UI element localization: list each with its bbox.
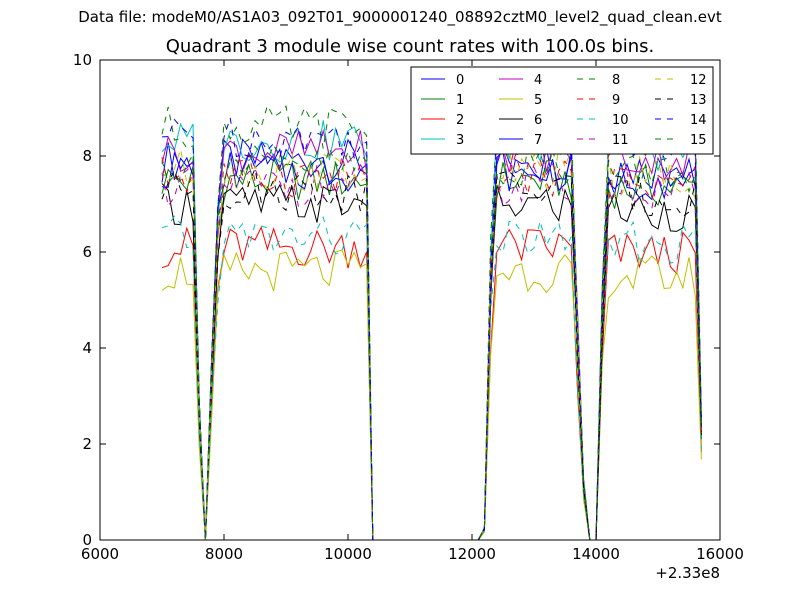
legend-label-10: 10 — [612, 113, 629, 128]
series-line-7 — [161, 148, 702, 541]
series-line-2 — [161, 226, 702, 541]
legend-label-4: 4 — [534, 73, 542, 88]
x-axis-offset-label: +2.33e8 — [655, 564, 720, 582]
series-line-9 — [161, 153, 702, 541]
x-tick-label: 8000 — [205, 545, 243, 563]
x-tick-label: 16000 — [696, 545, 744, 563]
legend-label-1: 1 — [456, 93, 464, 108]
legend-label-6: 6 — [534, 113, 542, 128]
legend-label-15: 15 — [690, 133, 707, 148]
legend-box — [410, 66, 714, 155]
series-line-15 — [161, 144, 702, 541]
y-tick-label: 8 — [82, 147, 92, 165]
legend-label-3: 3 — [456, 133, 464, 148]
series-line-10 — [161, 215, 702, 541]
legend-label-13: 13 — [690, 93, 707, 108]
legend-label-2: 2 — [456, 113, 464, 128]
y-tick-label: 6 — [82, 243, 92, 261]
series-line-6 — [161, 183, 702, 541]
series-line-0 — [161, 138, 702, 541]
y-tick-label: 2 — [82, 435, 92, 453]
figure-suptitle: Data file: modeM0/AS1A03_092T01_90000012… — [78, 8, 722, 26]
y-tick-label: 0 — [82, 531, 92, 549]
legend-label-5: 5 — [534, 93, 542, 108]
series-line-5 — [161, 249, 702, 541]
series-line-4 — [161, 128, 702, 541]
legend-label-8: 8 — [612, 73, 620, 88]
chart-title: Quadrant 3 module wise count rates with … — [165, 36, 655, 57]
legend-label-9: 9 — [612, 93, 620, 108]
series-line-12 — [161, 147, 702, 541]
series-line-11 — [161, 162, 702, 541]
y-tick-label: 4 — [82, 339, 92, 357]
plot-frame — [99, 59, 721, 541]
legend-label-12: 12 — [690, 73, 707, 88]
x-tick-label: 10000 — [324, 545, 372, 563]
series-line-13 — [161, 167, 702, 541]
legend-label-14: 14 — [690, 113, 707, 128]
x-tick-label: 14000 — [572, 545, 620, 563]
series-line-8 — [161, 104, 702, 541]
legend-label-0: 0 — [456, 73, 464, 88]
x-tick-label: 6000 — [81, 545, 119, 563]
y-tick-label: 10 — [73, 51, 92, 69]
series-layer — [161, 104, 702, 541]
x-tick-label: 12000 — [448, 545, 496, 563]
legend-label-11: 11 — [612, 133, 629, 148]
legend-label-7: 7 — [534, 133, 542, 148]
